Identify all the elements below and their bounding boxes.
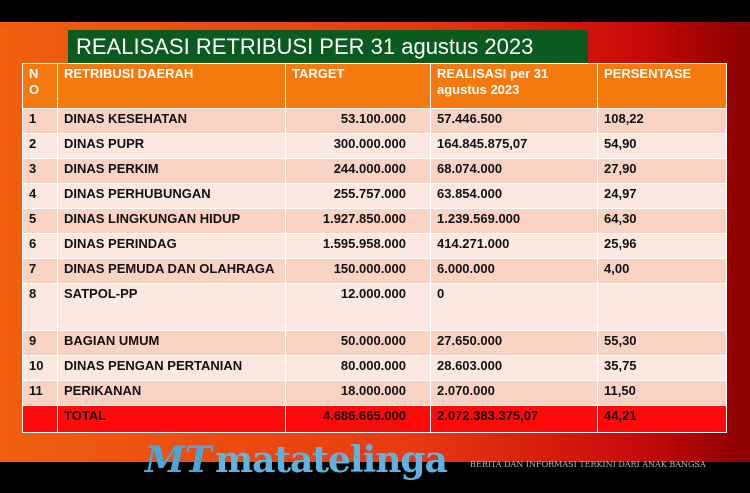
- cell-no: 9: [22, 330, 58, 356]
- header-retribusi: RETRIBUSI DAERAH: [57, 63, 286, 109]
- table-row: 4 DINAS PERHUBUNGAN 255.757.000 63.854.000 2…: [22, 183, 727, 209]
- cell-persentase: 24,97: [597, 183, 727, 209]
- cell-persentase: 27,90: [597, 158, 727, 184]
- cell-realisasi: 414.271.000: [430, 233, 598, 259]
- cell-persentase: 25,96: [597, 233, 727, 259]
- total-cell-target: 4.686.665.000: [285, 405, 431, 433]
- header-no: N O: [22, 63, 58, 109]
- cell-realisasi: 1.239.569.000: [430, 208, 598, 234]
- cell-persentase: 54,90: [597, 133, 727, 159]
- cell-name: DINAS PUPR: [57, 133, 286, 159]
- table-row: 5 DINAS LINGKUNGAN HIDUP 1.927.850.000 1.23…: [22, 208, 727, 234]
- cell-realisasi: 27.650.000: [430, 330, 598, 356]
- cell-no: 8: [22, 283, 58, 331]
- cell-name: DINAS PERHUBUNGAN: [57, 183, 286, 209]
- cell-name: DINAS LINGKUNGAN HIDUP: [57, 208, 286, 234]
- cell-target: 1.927.850.000: [285, 208, 431, 234]
- cell-realisasi: 68.074.000: [430, 158, 598, 184]
- slide-title: REALISASI RETRIBUSI PER 31 agustus 2023: [68, 30, 588, 63]
- cell-name: DINAS PERKIM: [57, 158, 286, 184]
- total-cell-realisasi: 2.072.383.375,07: [430, 405, 598, 433]
- table-row: 1 DINAS KESEHATAN 53.100.000 57.446.500 108,…: [22, 108, 727, 134]
- cell-no: 3: [22, 158, 58, 184]
- cell-persentase: 108,22: [597, 108, 727, 134]
- cell-target: 300.000.000: [285, 133, 431, 159]
- cell-no: 6: [22, 233, 58, 259]
- header-row: N O RETRIBUSI DAERAH TARGET REALISASI pe…: [22, 63, 727, 109]
- cell-realisasi: 164.845.875,07: [430, 133, 598, 159]
- cell-persentase: 11,50: [597, 380, 727, 406]
- cell-target: 244.000.000: [285, 158, 431, 184]
- retribusi-table: N O RETRIBUSI DAERAH TARGET REALISASI pe…: [22, 63, 727, 433]
- header-persentase: PERSENTASE: [597, 63, 727, 109]
- cell-no: 10: [22, 355, 58, 381]
- cell-target: 255.757.000: [285, 183, 431, 209]
- table-row: 6 DINAS PERINDAG 1.595.958.000 414.271.000 2…: [22, 233, 727, 259]
- cell-realisasi: 0: [430, 283, 598, 331]
- cell-realisasi: 6.000.000: [430, 258, 598, 284]
- total-cell-persentase: 44,21: [597, 405, 727, 433]
- table-row: 3 DINAS PERKIM 244.000.000 68.074.000 27,90: [22, 158, 727, 184]
- header-target: TARGET: [285, 63, 431, 109]
- cell-realisasi: 57.446.500: [430, 108, 598, 134]
- table-row: 9 BAGIAN UMUM 50.000.000 27.650.000 55,30: [22, 330, 727, 356]
- cell-target: 50.000.000: [285, 330, 431, 356]
- cell-target: 150.000.000: [285, 258, 431, 284]
- cell-realisasi: 2.070.000: [430, 380, 598, 406]
- cell-name: DINAS PENGAN PERTANIAN: [57, 355, 286, 381]
- cell-name: SATPOL-PP: [57, 283, 286, 331]
- cell-no: 5: [22, 208, 58, 234]
- total-cell-name: TOTAL: [57, 405, 286, 433]
- cell-target: 1.595.958.000: [285, 233, 431, 259]
- cell-no: 2: [22, 133, 58, 159]
- cell-realisasi: 63.854.000: [430, 183, 598, 209]
- cell-name: PERIKANAN: [57, 380, 286, 406]
- total-row: TOTAL 4.686.665.000 2.072.383.375,07 44,21: [22, 405, 727, 433]
- cell-target: 12.000.000: [285, 283, 431, 331]
- total-cell-no: [22, 405, 58, 433]
- table-row: 7 DINAS PEMUDA DAN OLAHRAGA 150.000.000 6.0…: [22, 258, 727, 284]
- cell-persentase: 64,30: [597, 208, 727, 234]
- header-realisasi: REALISASI per 31 agustus 2023: [430, 63, 598, 109]
- cell-name: DINAS PEMUDA DAN OLAHRAGA: [57, 258, 286, 284]
- cell-no: 1: [22, 108, 58, 134]
- cell-realisasi: 28.603.000: [430, 355, 598, 381]
- table-row: 8 SATPOL-PP 12.000.000 0: [22, 283, 727, 331]
- table-row: 10 DINAS PENGAN PERTANIAN 80.000.000 28.603…: [22, 355, 727, 381]
- cell-no: 4: [22, 183, 58, 209]
- cell-target: 18.000.000: [285, 380, 431, 406]
- cell-no: 7: [22, 258, 58, 284]
- cell-persentase: [597, 283, 727, 331]
- cell-name: DINAS KESEHATAN: [57, 108, 286, 134]
- table-row: 11 PERIKANAN 18.000.000 2.070.000 11,50: [22, 380, 727, 406]
- cell-target: 80.000.000: [285, 355, 431, 381]
- cell-persentase: 55,30: [597, 330, 727, 356]
- table-row: 2 DINAS PUPR 300.000.000 164.845.875,07 54,9…: [22, 133, 727, 159]
- cell-persentase: 35,75: [597, 355, 727, 381]
- cell-target: 53.100.000: [285, 108, 431, 134]
- cell-no: 11: [22, 380, 58, 406]
- cell-name: DINAS PERINDAG: [57, 233, 286, 259]
- cell-name: BAGIAN UMUM: [57, 330, 286, 356]
- cell-persentase: 4,00: [597, 258, 727, 284]
